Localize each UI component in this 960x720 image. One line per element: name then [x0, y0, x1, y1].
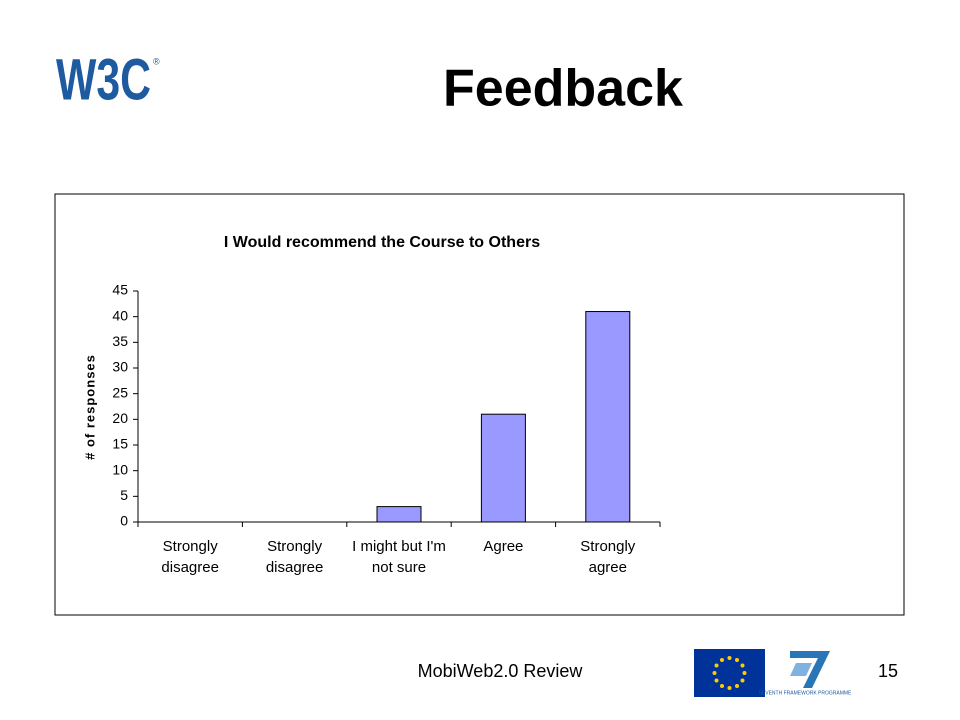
chart-frame	[54, 193, 905, 616]
y-tick-label: 0	[120, 513, 128, 529]
star	[735, 683, 739, 688]
x-tick-label: Strongly agree	[580, 538, 636, 576]
star	[720, 658, 724, 663]
y-tick-label: 40	[112, 307, 128, 323]
bar	[480, 413, 526, 523]
bar	[376, 506, 422, 523]
y-tick-label: 30	[112, 359, 128, 375]
fp7-text: SEVENTH FRAMEWORK PROGRAMME	[759, 690, 852, 696]
page-number: 15	[878, 661, 898, 681]
y-tick-label: 45	[112, 282, 128, 298]
eu-flag	[694, 649, 765, 697]
star	[714, 663, 719, 668]
w3c-logo: W3C	[56, 47, 151, 112]
star	[735, 658, 739, 663]
star	[714, 678, 719, 683]
y-tick-label: 10	[112, 461, 128, 477]
y-tick-label: 20	[112, 410, 128, 426]
y-tick-label: 5	[120, 487, 128, 503]
fp7-logo: SEVENTH FRAMEWORK PROGRAMME	[759, 651, 852, 696]
chart-title: I Would recommend the Course to Others	[224, 234, 540, 251]
star	[712, 671, 717, 675]
star	[740, 678, 745, 683]
x-tick-label: Agree	[483, 538, 524, 555]
star	[740, 663, 745, 668]
x-tick-label: I might but I'm not sure	[352, 538, 446, 576]
slide-title: Feedback	[443, 60, 683, 118]
y-tick-label: 35	[112, 333, 128, 349]
x-tick-label: Strongly disagree	[265, 538, 324, 576]
star	[742, 671, 747, 675]
y-tick-label: 25	[112, 384, 128, 400]
y-axis-label: # of responses	[82, 354, 97, 460]
bar	[585, 311, 631, 523]
x-tick-label: Strongly disagree	[161, 538, 219, 576]
y-tick-label: 15	[112, 436, 128, 452]
star	[720, 683, 724, 688]
footer: MobiWeb2.0 Review	[418, 661, 584, 681]
logo-registered: ®	[153, 56, 160, 66]
star	[727, 656, 732, 660]
star	[727, 686, 732, 690]
